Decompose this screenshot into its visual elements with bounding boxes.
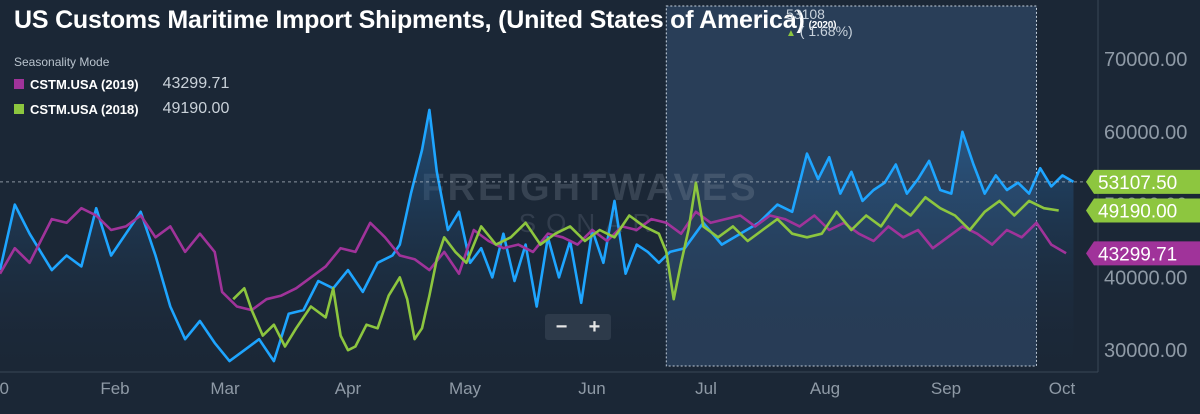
end-label-text: 53107.50 <box>1098 173 1177 194</box>
end-label-tag <box>1086 241 1200 266</box>
y-tick-label: 70000.00 <box>1104 49 1187 71</box>
zoom-controls: − + <box>545 314 611 340</box>
legend-value-2019: 43299.71 <box>162 75 230 92</box>
watermark-subtext: SONAR <box>519 208 661 238</box>
x-tick-label: Sep <box>931 379 961 398</box>
legend-item-2018[interactable]: CSTM.USA (2018) 49190.00 <box>14 100 229 118</box>
end-label-tag <box>1086 169 1200 194</box>
end-label-tag <box>1086 198 1200 223</box>
legend-value-2018: 49190.00 <box>162 100 230 117</box>
x-tick-label: Apr <box>335 379 362 398</box>
up-arrow-icon: ▲ <box>786 28 796 39</box>
x-tick-label-partial: 20 <box>0 379 9 398</box>
end-label: 53107.50 <box>1086 169 1200 194</box>
legend-label-2018: CSTM.USA (2018) <box>30 101 139 117</box>
current-value: 53108 <box>786 6 825 22</box>
x-tick-label: Feb <box>100 379 129 398</box>
end-labels: 53107.50 49190.00 43299.71 <box>1086 169 1200 266</box>
x-tick-label: Aug <box>810 379 840 398</box>
y-tick-label: 40000.00 <box>1104 267 1187 289</box>
x-tick-label: May <box>449 379 482 398</box>
end-label: 43299.71 <box>1086 241 1200 266</box>
chart-title: US Customs Maritime Import Shipments, (U… <box>14 6 836 35</box>
zoom-out-button[interactable]: − <box>555 315 568 338</box>
x-tick-label: Jun <box>578 379 605 398</box>
zoom-in-button[interactable]: + <box>588 315 601 338</box>
legend-label-2019: CSTM.USA (2019) <box>30 76 139 92</box>
chart-title-year: (2020) <box>808 20 837 31</box>
end-label-text: 49190.00 <box>1098 201 1177 222</box>
chart-title-text: US Customs Maritime Import Shipments, (U… <box>14 6 805 34</box>
series-line-2018 <box>232 181 1059 352</box>
series-line-2020 <box>0 108 1075 363</box>
legend-swatch-2019 <box>14 79 24 89</box>
series-lines <box>0 108 1075 363</box>
end-label-text: 43299.71 <box>1098 244 1177 265</box>
seasonality-mode-label: Seasonality Mode <box>14 55 110 69</box>
x-tick-label: Mar <box>210 379 240 398</box>
y-tick-label: 60000.00 <box>1104 122 1187 144</box>
series-line-2019 <box>0 206 1067 312</box>
y-tick-label: 30000.00 <box>1104 340 1187 362</box>
watermark-text: FREIGHTWAVES <box>421 167 758 209</box>
x-tick-label: Jul <box>695 379 717 398</box>
change-percent: ( 1.68%) <box>799 23 853 39</box>
area-fill <box>0 109 1074 373</box>
current-value-box: 53108 ▲ ( 1.68%) <box>786 6 853 42</box>
legend-item-2019[interactable]: CSTM.USA (2019) 43299.71 <box>14 75 229 93</box>
x-tick-label: Oct <box>1049 379 1076 398</box>
end-label: 49190.00 <box>1086 198 1200 223</box>
legend-swatch-2018 <box>14 104 24 114</box>
series-area-2020 <box>0 109 1074 373</box>
